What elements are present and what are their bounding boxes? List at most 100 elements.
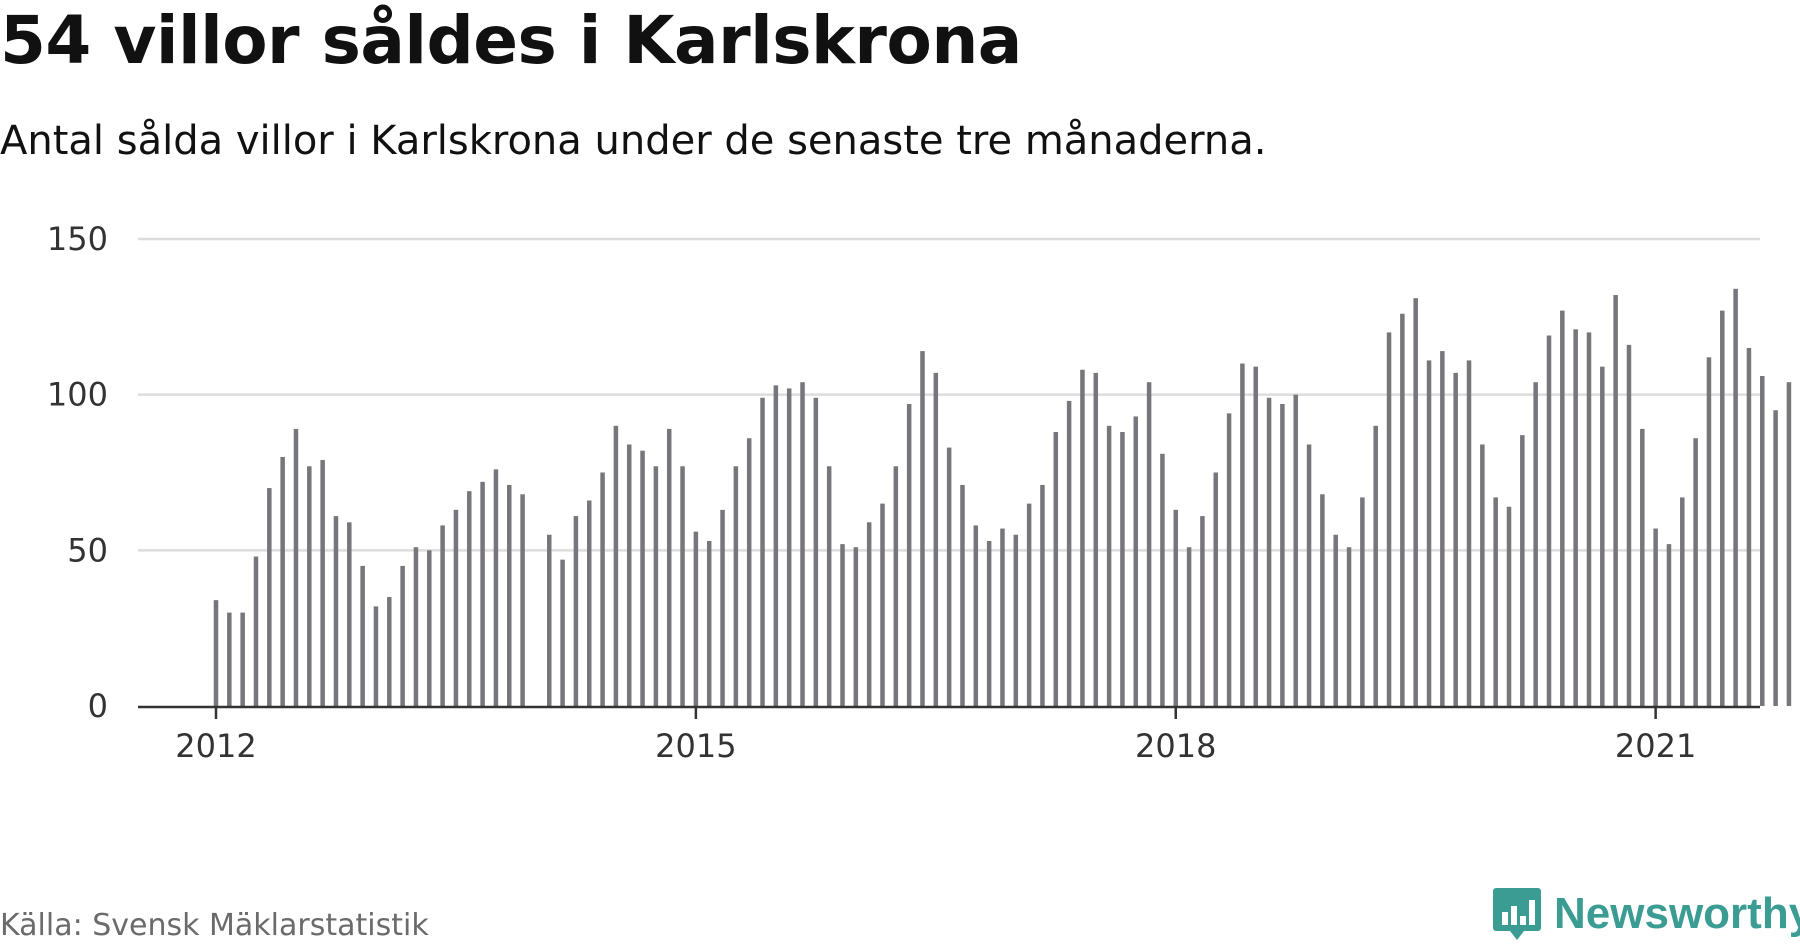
bar [640, 450, 645, 706]
y-tick-label: 150 [47, 220, 108, 258]
bar [400, 565, 405, 706]
bar [1560, 310, 1565, 706]
bar [1506, 506, 1512, 706]
y-axis-labels: 0 50 100 150 [47, 220, 108, 725]
bar [520, 494, 525, 706]
bar [680, 466, 685, 706]
bar [1013, 534, 1019, 706]
bar [1106, 425, 1112, 706]
bar [1080, 369, 1085, 706]
bar [733, 466, 739, 706]
chart-subtitle: Antal sålda villor i Karlskrona under de… [0, 118, 1267, 164]
bar [1600, 366, 1605, 706]
bar [1720, 310, 1725, 706]
bar [813, 397, 819, 706]
bar [1546, 335, 1552, 706]
bar [1320, 494, 1325, 706]
bar [1706, 357, 1712, 706]
bar [1373, 425, 1378, 706]
bar [307, 466, 312, 706]
bar [1466, 360, 1472, 706]
bar [1666, 544, 1672, 706]
x-tick-label: 2021 [1615, 727, 1696, 765]
bar [333, 516, 339, 706]
bar [1453, 372, 1458, 706]
bar [826, 466, 832, 706]
bar [853, 547, 859, 706]
bar [1146, 382, 1152, 706]
bar [933, 372, 939, 706]
bar [373, 606, 379, 706]
bar [746, 438, 752, 706]
bar [453, 509, 459, 706]
x-tick-label: 2018 [1135, 727, 1216, 765]
y-tick-label: 50 [67, 531, 108, 569]
bar [880, 503, 885, 706]
bar [1266, 397, 1272, 706]
bar [1440, 351, 1445, 706]
bar [293, 428, 299, 706]
bar [1133, 416, 1139, 706]
bar [706, 540, 712, 706]
bar [1280, 404, 1285, 706]
bar [347, 522, 352, 706]
y-tick-label: 0 [88, 687, 108, 725]
bar [560, 559, 565, 706]
bar [1693, 438, 1698, 706]
bar [467, 491, 472, 706]
bar [693, 531, 699, 706]
bar [1173, 509, 1179, 706]
bar [1253, 366, 1258, 706]
bar [1773, 410, 1778, 706]
bars [213, 288, 1792, 706]
x-axis-ticks: 20122015201820212023 [175, 707, 1696, 765]
bar [840, 544, 845, 706]
bar [1640, 428, 1645, 706]
bar [493, 469, 499, 706]
source-note: Källa: Svensk Mäklarstatistik [0, 908, 429, 943]
bar [1026, 503, 1032, 706]
bar [1120, 432, 1125, 706]
bar [760, 397, 765, 706]
bar [1786, 382, 1792, 706]
bar [786, 388, 792, 706]
bar [1293, 394, 1298, 706]
bar [1586, 332, 1592, 706]
newsworthy-logo: Newsworthy [1492, 884, 1800, 944]
bar [1413, 298, 1418, 706]
bar [1520, 435, 1525, 706]
bar [1493, 497, 1498, 706]
bar [800, 382, 805, 706]
x-tick-label: 2012 [175, 727, 256, 765]
bar [427, 550, 432, 706]
bar [1760, 375, 1765, 706]
bar [720, 509, 725, 706]
bar [1186, 547, 1192, 706]
bar [1746, 347, 1752, 706]
bar [1653, 528, 1658, 706]
bar [1573, 329, 1578, 706]
newsworthy-logo-text: Newsworthy [1554, 889, 1800, 938]
bar [1000, 528, 1005, 706]
bar [1346, 547, 1352, 706]
bar [240, 612, 245, 706]
bar [1053, 432, 1059, 706]
bar [1426, 360, 1432, 706]
bar [973, 525, 979, 706]
bar [1680, 497, 1685, 706]
bar [920, 351, 925, 706]
bar [960, 484, 965, 706]
bar [547, 534, 552, 706]
bar [480, 481, 485, 706]
bar [1066, 400, 1072, 706]
bar [1333, 534, 1338, 706]
bar [773, 385, 779, 706]
bar [507, 484, 512, 706]
bar [666, 428, 672, 706]
bar [653, 466, 659, 706]
bar [320, 460, 325, 706]
bar [1240, 363, 1245, 706]
bar [1226, 413, 1232, 706]
bar [1093, 372, 1099, 706]
